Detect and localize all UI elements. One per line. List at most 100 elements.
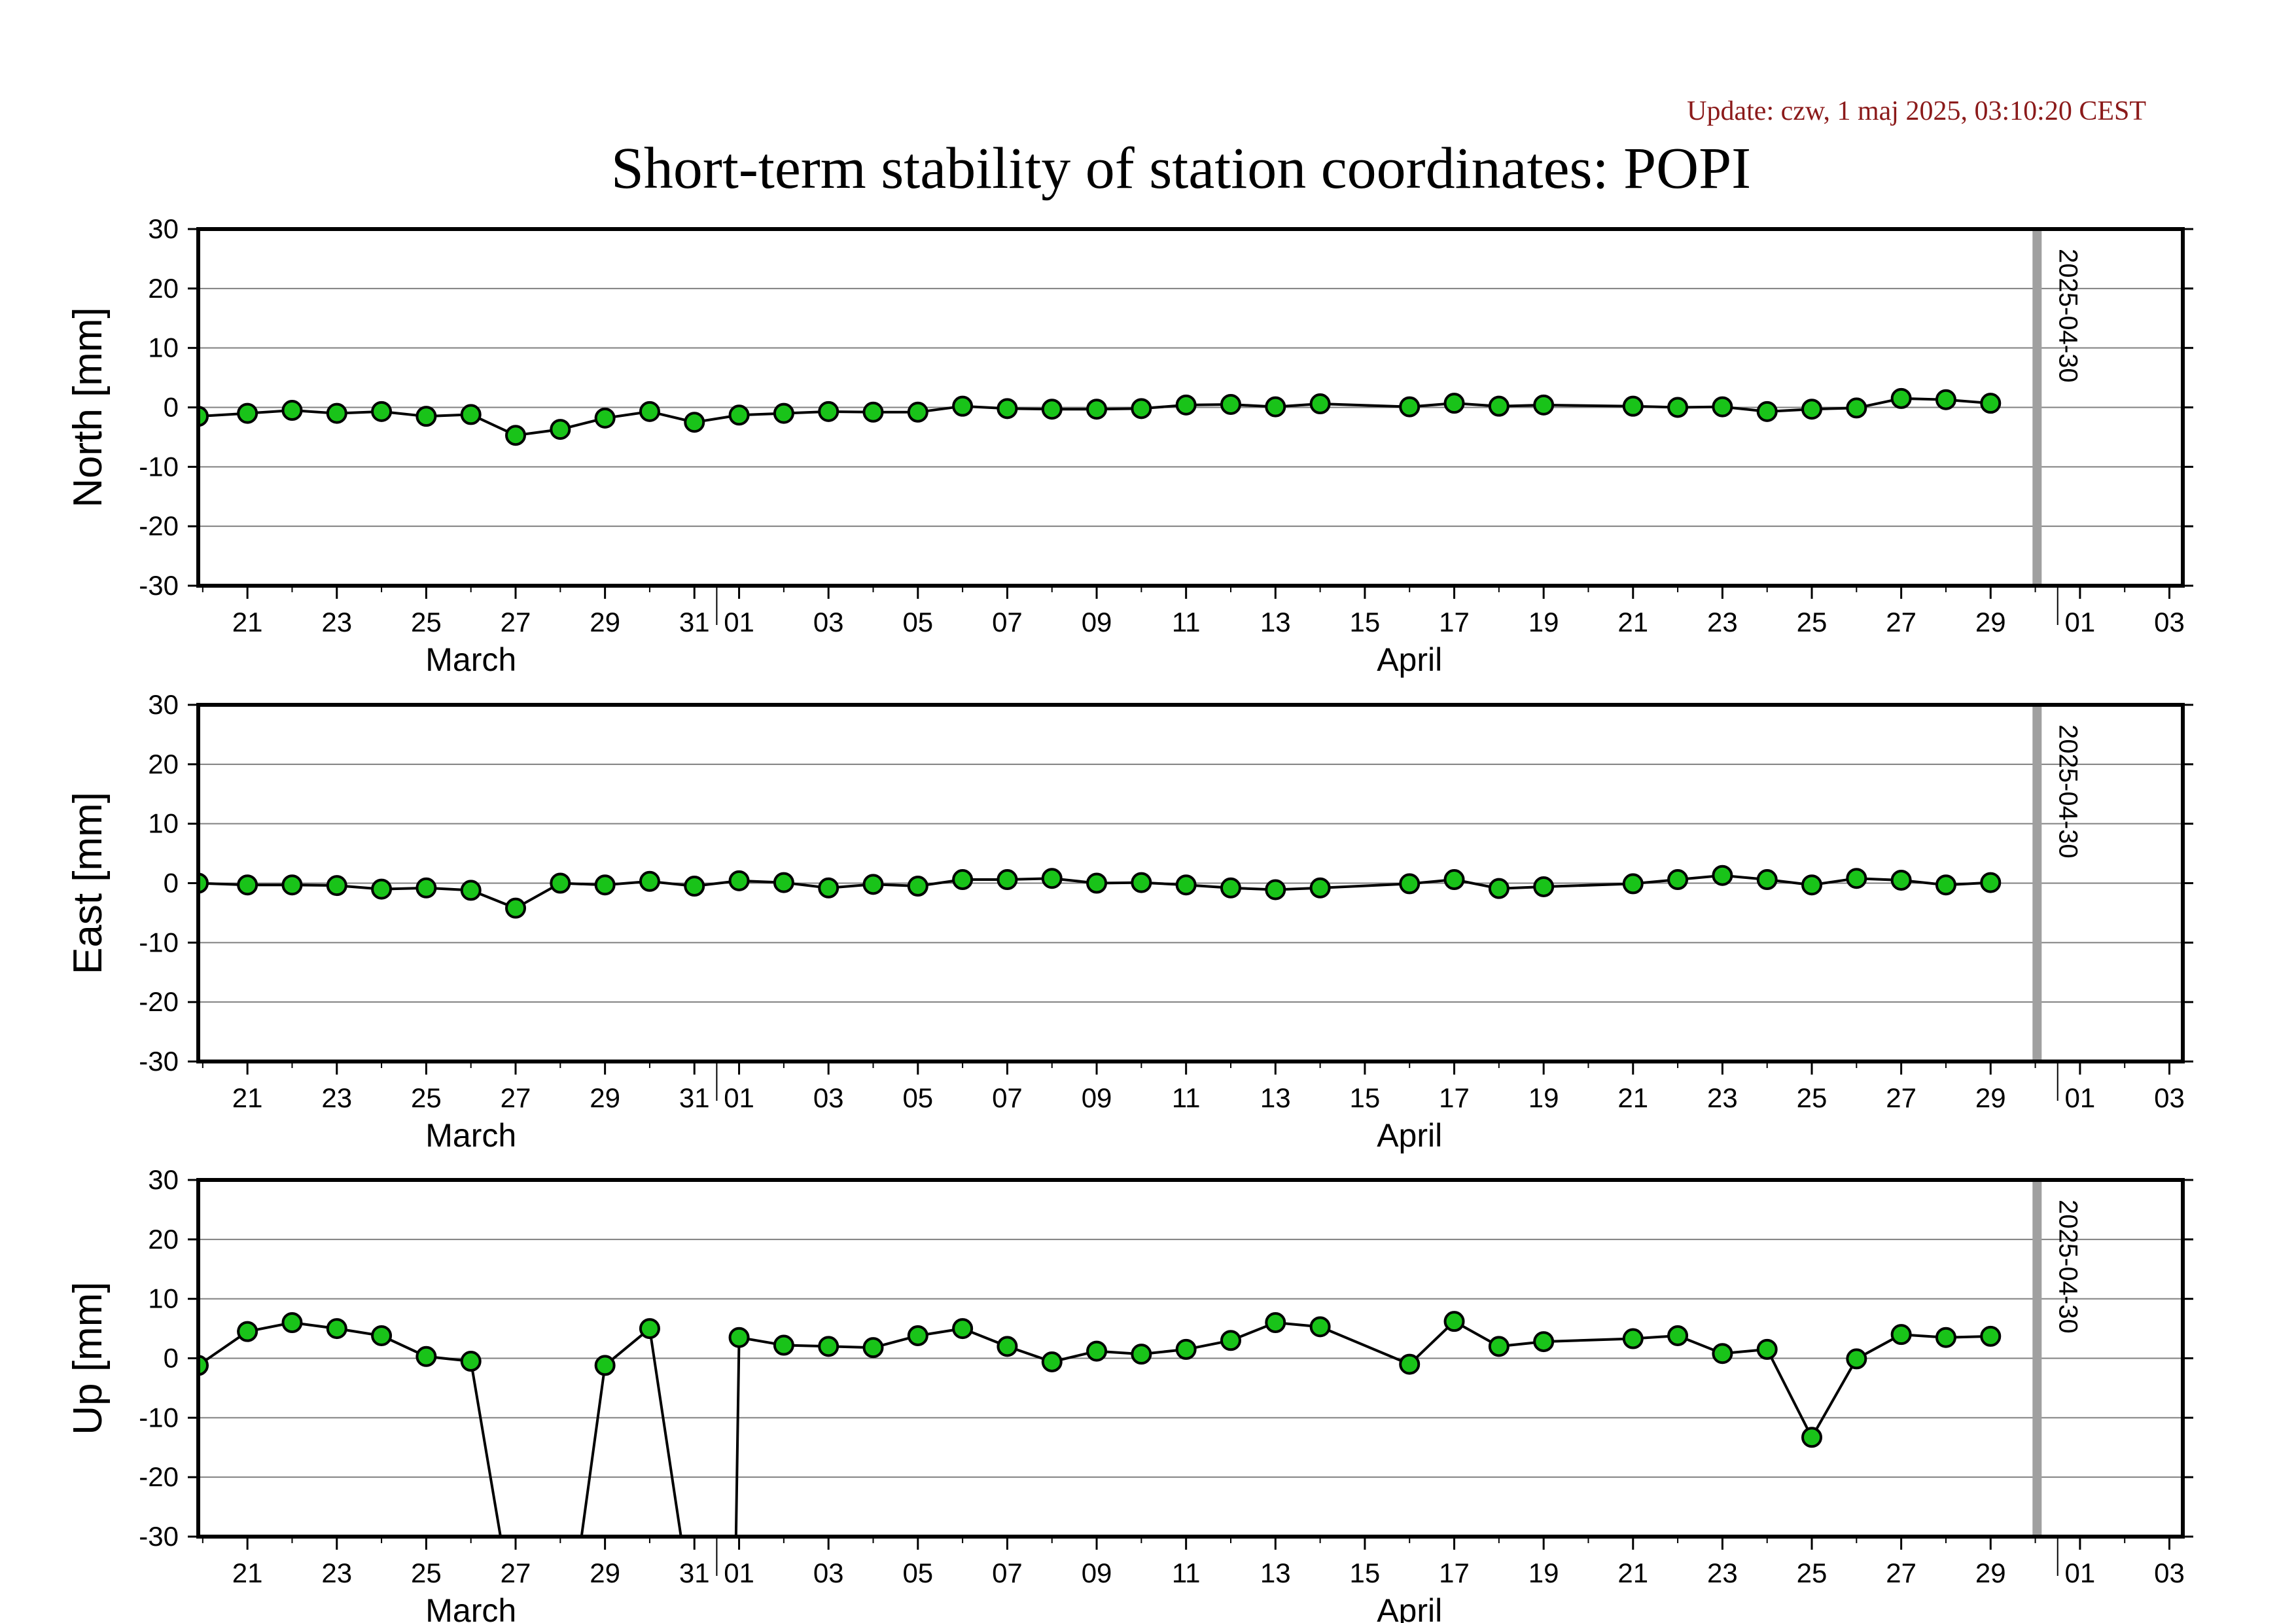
data-point — [1667, 397, 1689, 418]
data-point — [1667, 1325, 1689, 1346]
data-point — [281, 874, 303, 896]
chart-title: Short-term stability of station coordina… — [611, 136, 1751, 201]
data-point — [907, 401, 928, 423]
data-point — [907, 876, 928, 897]
data-point — [326, 1318, 347, 1340]
data-point — [1265, 879, 1286, 901]
y-axis-label: North [mm] — [65, 307, 111, 508]
data-point — [1890, 869, 1912, 891]
x-tick-label: 27 — [1886, 1082, 1916, 1113]
data-point — [997, 1336, 1018, 1357]
data-point — [818, 401, 839, 422]
x-tick-label: 17 — [1439, 607, 1470, 637]
data-point — [1667, 869, 1689, 891]
data-point — [550, 419, 571, 440]
x-tick-label: 21 — [1617, 1558, 1648, 1588]
date-marker-label: 2025-04-30 — [2053, 249, 2082, 383]
date-marker-label: 2025-04-30 — [2053, 724, 2082, 859]
y-tick-label: 30 — [148, 213, 179, 244]
data-point — [907, 1325, 928, 1346]
data-point — [198, 872, 209, 894]
data-point — [1175, 394, 1197, 416]
x-tick-label: 03 — [813, 1082, 844, 1113]
data-point — [1712, 865, 1733, 886]
x-tick-label: 01 — [2065, 1082, 2096, 1113]
data-point — [281, 1312, 303, 1333]
x-tick-label: 25 — [411, 1082, 442, 1113]
data-point — [1443, 869, 1465, 891]
x-tick-label: 25 — [1797, 607, 1828, 637]
data-point — [460, 404, 482, 425]
x-tick-label: 03 — [2154, 1082, 2185, 1113]
x-tick-label: 27 — [1886, 1558, 1916, 1588]
data-point — [818, 877, 839, 899]
data-point — [1533, 1331, 1555, 1353]
series-group — [198, 387, 2002, 446]
x-tick-label: 31 — [679, 1082, 710, 1113]
data-point — [1801, 1427, 1823, 1448]
data-point — [952, 1318, 974, 1340]
data-point — [862, 1337, 884, 1359]
y-tick-label: -10 — [139, 1402, 179, 1433]
data-point — [1041, 399, 1063, 420]
y-tick-label: -10 — [139, 451, 179, 482]
x-tick-label: 29 — [1975, 1082, 2006, 1113]
x-tick-label: 15 — [1350, 1558, 1381, 1588]
x-tick-label: 21 — [1617, 607, 1648, 637]
data-point — [505, 897, 527, 919]
x-tick-label: 29 — [1975, 607, 2006, 637]
data-point — [1131, 1344, 1152, 1365]
plot-frame — [196, 227, 2185, 588]
data-point — [281, 400, 303, 421]
x-tick-label: 15 — [1350, 607, 1381, 637]
data-point — [773, 1334, 794, 1356]
data-point — [1846, 868, 1867, 889]
data-point — [1443, 393, 1465, 414]
data-point — [415, 406, 437, 427]
x-tick-label: 05 — [902, 1082, 933, 1113]
data-point — [684, 412, 705, 433]
x-tick-label: 23 — [1707, 607, 1738, 637]
update-timestamp: Update: czw, 1 maj 2025, 03:10:20 CEST — [1687, 96, 2146, 126]
y-tick-label: -20 — [139, 1461, 179, 1492]
x-tick-label: 19 — [1528, 607, 1559, 637]
data-point — [997, 869, 1018, 891]
data-point — [1801, 874, 1823, 896]
data-point — [237, 1321, 258, 1342]
data-point — [1980, 393, 2002, 414]
x-tick-label: 09 — [1082, 1082, 1112, 1113]
data-point — [639, 1318, 660, 1340]
data-point — [1622, 873, 1644, 895]
data-point — [237, 874, 258, 896]
data-point — [1935, 874, 1956, 896]
x-tick-label: 13 — [1260, 1558, 1291, 1588]
plot-frame — [196, 1178, 2185, 1539]
data-point — [1399, 873, 1421, 895]
plot-frame — [196, 703, 2185, 1063]
data-point — [326, 402, 347, 424]
data-point — [639, 401, 660, 422]
north-panel: 2025-04-30 30 20 10 0 -10 -20 -30 North [mm] 21 23… — [65, 213, 2193, 678]
data-point — [952, 395, 974, 417]
up-panel: 2025-04-30 30 20 10 0 -10 -20 -30 Up [mm] 21 23 25 2… — [65, 1164, 2193, 1623]
x-tick-label: 25 — [1797, 1558, 1828, 1588]
data-point — [997, 398, 1018, 419]
data-point — [198, 1355, 209, 1376]
x-tick-label: 21 — [1617, 1082, 1648, 1113]
x-tick-label: 11 — [1172, 1082, 1201, 1113]
x-tick-label: 09 — [1082, 607, 1112, 637]
y-axis-label: East [mm] — [65, 792, 111, 974]
data-point — [1086, 399, 1108, 420]
x-tick-label: 07 — [992, 1558, 1023, 1588]
x-tick-label: 25 — [411, 607, 442, 637]
data-point — [1041, 1351, 1063, 1372]
data-point — [237, 402, 258, 424]
data-point — [1175, 1338, 1197, 1360]
data-point — [1086, 872, 1108, 894]
date-marker-label: 2025-04-30 — [2053, 1200, 2082, 1334]
data-point — [728, 1327, 750, 1348]
data-point — [371, 878, 393, 900]
x-tick-label: 07 — [992, 607, 1023, 637]
y-tick-label: 10 — [148, 808, 179, 839]
